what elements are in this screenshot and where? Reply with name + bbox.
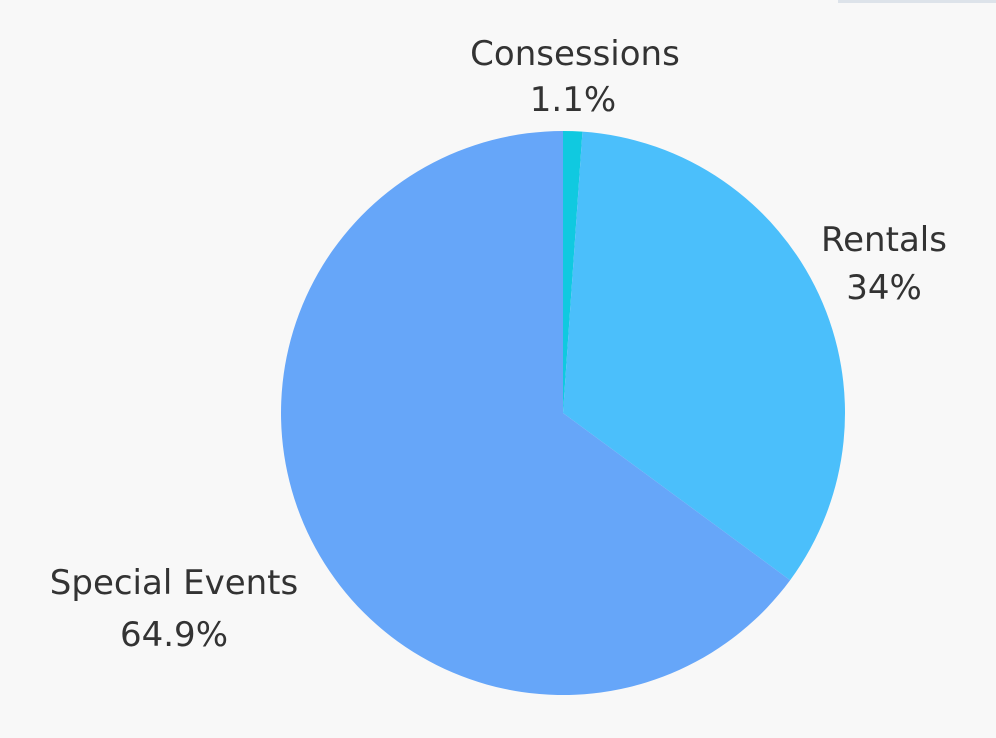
pie-slice-consessions <box>563 131 583 413</box>
slice-name-label-rentals: Rentals <box>821 220 947 260</box>
slice-name-label-special-events: Special Events <box>50 563 298 603</box>
slice-value-label-special-events: 64.9% <box>120 615 228 655</box>
pie-slice-rentals <box>563 131 846 581</box>
corner-strip <box>838 0 996 3</box>
slice-value-label-consessions: 1.1% <box>530 80 616 120</box>
pie-labels: Consessions 1.1% Rentals 34% Special Eve… <box>50 34 947 655</box>
slice-value-label-rentals: 34% <box>846 268 922 308</box>
pie-slice-special-events <box>281 131 791 696</box>
pie-slices <box>281 131 846 696</box>
slice-name-label-consessions: Consessions <box>470 34 680 74</box>
